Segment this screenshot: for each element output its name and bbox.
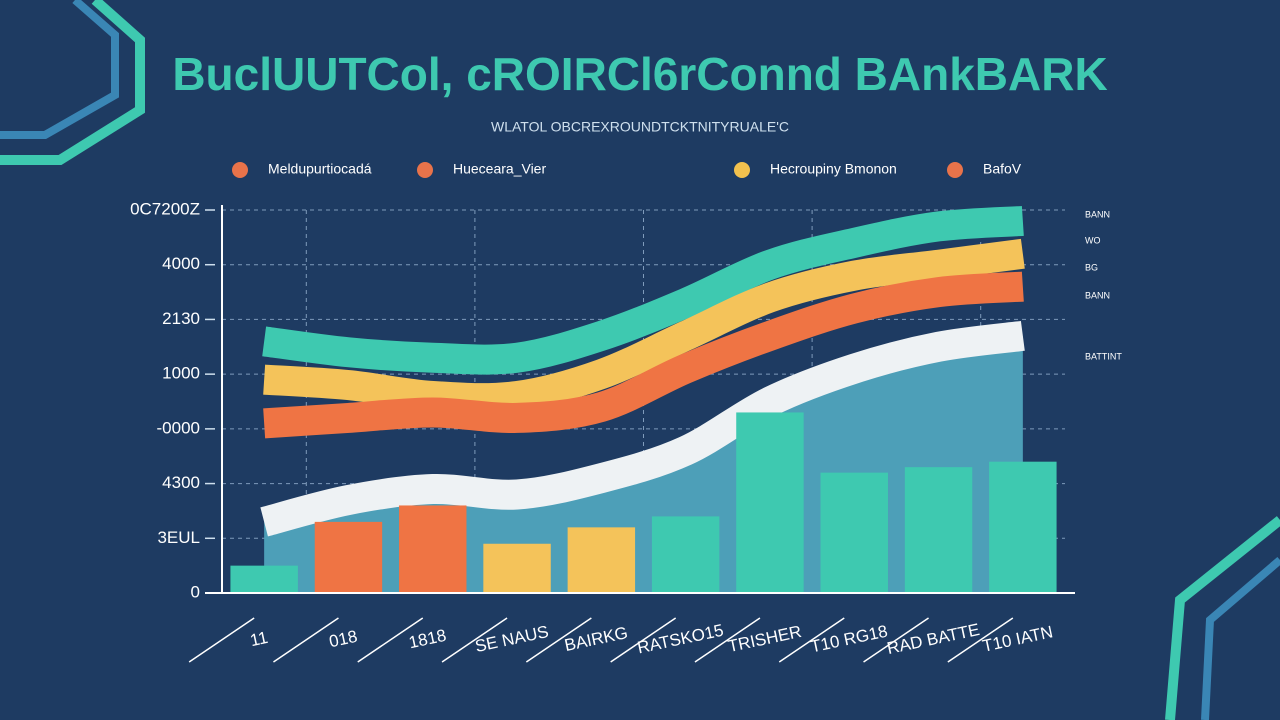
legend-marker: [734, 162, 750, 178]
x-tick-label: 11: [248, 628, 269, 650]
x-label-stroke: [525, 617, 592, 663]
x-label-stroke: [863, 617, 929, 663]
x-label-stroke: [441, 617, 508, 663]
right-label: BATTINT: [1085, 351, 1122, 361]
legend-label: BafoV: [983, 161, 1022, 177]
x-label-stroke: [694, 617, 761, 663]
x-label-stroke: [610, 617, 677, 663]
y-tick-label: 4300: [162, 473, 200, 492]
right-label: BANN: [1085, 209, 1110, 219]
line-band: [263, 271, 1024, 439]
legend-label: Meldupurtiocadá: [268, 161, 372, 177]
line-band: [262, 205, 1024, 375]
chart-subtitle: WLATOL OBCREXROUNDTCKTNITYRUALE'C: [491, 119, 789, 135]
bar: [314, 521, 383, 593]
x-label-stroke: [273, 617, 339, 663]
bar: [904, 467, 973, 593]
y-tick-label: 2130: [162, 309, 200, 328]
y-tick-label: 0: [191, 582, 200, 601]
legend-marker: [417, 162, 433, 178]
right-label: BG: [1085, 262, 1098, 272]
legend-label: Hueceara_Vier: [453, 161, 546, 177]
chart-title: BuclUUTCol, cROIRCl6rConnd BAnkBARK: [172, 48, 1107, 100]
bar: [567, 527, 636, 593]
right-label: BANN: [1085, 290, 1110, 300]
bar: [651, 516, 720, 593]
y-tick-label: 1000: [162, 364, 200, 383]
bar: [483, 543, 551, 593]
legend-marker: [947, 162, 963, 178]
right-label: WO: [1085, 235, 1101, 245]
decoration: [1165, 516, 1280, 720]
y-tick-label: 3EUL: [157, 528, 200, 547]
line-band: [263, 238, 1025, 414]
line-band: [260, 320, 1025, 537]
decoration: [1201, 556, 1280, 720]
legend-label: Hecroupiny Bmonon: [770, 161, 897, 177]
bar: [230, 565, 298, 593]
decoration: [0, 0, 119, 139]
x-label-stroke: [947, 617, 1014, 663]
bar: [736, 412, 804, 593]
y-tick-label: 4000: [162, 254, 200, 273]
bar: [820, 472, 888, 593]
bar: [989, 461, 1057, 593]
y-tick-label: -0000: [157, 418, 200, 437]
bar: [399, 505, 467, 593]
decoration: [0, 0, 145, 165]
y-tick-label: 0C7200Z: [130, 199, 200, 218]
legend-marker: [232, 162, 248, 178]
x-label-stroke: [357, 617, 424, 663]
x-label-stroke: [778, 617, 845, 663]
x-label-stroke: [188, 617, 255, 663]
